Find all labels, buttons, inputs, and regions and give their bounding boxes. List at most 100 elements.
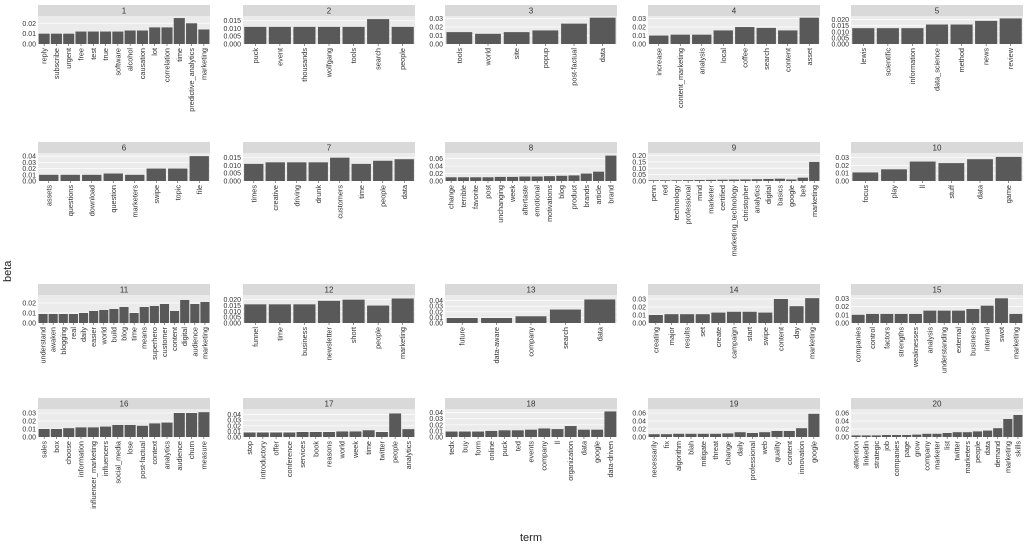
x-tick-label: churn bbox=[187, 441, 196, 459]
x-tick-label: creating bbox=[651, 327, 660, 353]
x-tick-label: certified bbox=[718, 185, 727, 211]
bar-data bbox=[589, 17, 616, 44]
x-tick-label: start bbox=[745, 327, 754, 341]
x-tick-label: time bbox=[175, 48, 184, 62]
x-tick-label: external bbox=[954, 327, 963, 353]
x-tick-label: content bbox=[783, 48, 792, 72]
bar-short bbox=[342, 299, 365, 323]
x-tick-label: create bbox=[714, 327, 723, 347]
x-tick-label: content bbox=[776, 327, 785, 351]
x-tick-label: creative bbox=[271, 185, 280, 211]
x-tick-label: scientific bbox=[883, 48, 892, 76]
x-tick-label: week bbox=[351, 441, 360, 459]
bar-asset bbox=[799, 17, 819, 44]
facet-strip bbox=[648, 398, 820, 409]
bar-technology bbox=[671, 180, 682, 181]
bar-data bbox=[394, 159, 414, 181]
y-tick-label: 0.015 bbox=[831, 23, 849, 30]
bar-review bbox=[999, 18, 1022, 44]
x-tick-label: swot bbox=[997, 327, 1006, 342]
bar-week bbox=[349, 431, 362, 437]
x-tick-label: assets bbox=[44, 185, 53, 206]
x-tick-label: customers bbox=[335, 185, 344, 219]
x-tick-label: drunk bbox=[314, 185, 323, 204]
y-tick-label: 0.00 bbox=[632, 42, 646, 49]
x-tick-label: companies bbox=[892, 441, 901, 477]
bar-driving bbox=[287, 162, 307, 181]
x-tick-label: google bbox=[787, 185, 796, 207]
y-tick-label: 0.00 bbox=[632, 179, 646, 186]
x-tick-label: company bbox=[540, 441, 549, 471]
bar-time bbox=[173, 18, 185, 44]
bar-event bbox=[268, 26, 291, 44]
bar-subscribe bbox=[50, 33, 62, 44]
x-tick-label: time bbox=[130, 327, 139, 341]
bar-world bbox=[475, 33, 501, 44]
bar-test bbox=[87, 31, 99, 44]
x-tick-label: day bbox=[792, 327, 801, 339]
y-tick-label: 0.02 bbox=[835, 427, 849, 434]
x-tick-label: ll bbox=[918, 185, 927, 189]
x-tick-label: red bbox=[661, 185, 670, 196]
x-tick-label: companies bbox=[854, 327, 863, 363]
facet-strip-label: 8 bbox=[529, 144, 534, 153]
y-tick-label: 0.00 bbox=[22, 42, 36, 49]
facet-panel-4: 4 0.03 0.020.01 0.00 increase content_marketi… bbox=[632, 5, 820, 108]
bar-customer bbox=[159, 304, 170, 323]
y-tick-label: 0.01 bbox=[835, 171, 849, 178]
x-tick-label: control bbox=[868, 327, 877, 349]
bar-file bbox=[189, 156, 209, 181]
facet-strip-label: 18 bbox=[527, 400, 536, 409]
x-tick-label: daily bbox=[79, 327, 88, 342]
y-axis-title: beta bbox=[2, 260, 14, 282]
x-tick-label: results bbox=[683, 327, 692, 349]
y-tick-label: 0.02 bbox=[632, 427, 646, 434]
bar-coffee bbox=[735, 27, 755, 44]
x-tick-label: christopher bbox=[741, 184, 750, 221]
bar-ted bbox=[511, 430, 524, 437]
y-tick-label: 0.01 bbox=[227, 429, 241, 436]
x-tick-label: major bbox=[667, 326, 676, 345]
x-tick-label: search bbox=[762, 48, 771, 70]
facet-strip-label: 13 bbox=[527, 286, 536, 295]
y-tick-label: 0.01 bbox=[22, 172, 36, 179]
x-tick-label: review bbox=[1006, 47, 1015, 69]
facet-strip bbox=[851, 142, 1023, 153]
x-tick-label: organization bbox=[566, 441, 575, 481]
x-tick-label: measure bbox=[199, 441, 208, 469]
x-tick-label: short bbox=[349, 327, 358, 343]
x-tick-label: tools bbox=[455, 48, 464, 64]
x-tick-label: data bbox=[595, 326, 604, 341]
x-tick-label: threat bbox=[711, 441, 720, 460]
x-tick-label: superhero bbox=[150, 327, 159, 360]
x-tick-label: focus bbox=[861, 185, 870, 203]
x-tick-label: data bbox=[976, 184, 985, 199]
bar-audience bbox=[190, 304, 200, 323]
y-tick-label: 0.005 bbox=[831, 35, 849, 42]
bar-times bbox=[244, 163, 264, 181]
x-tick-label: blog bbox=[557, 185, 566, 199]
y-tick-label: 0.010 bbox=[831, 29, 849, 36]
x-tick-label: grow bbox=[912, 440, 921, 457]
bar-reasons bbox=[323, 431, 335, 437]
x-tick-label: page bbox=[902, 441, 911, 457]
x-tick-label: marketer bbox=[933, 440, 942, 469]
x-tick-label: times bbox=[249, 185, 258, 203]
x-tick-label: emotional bbox=[533, 185, 542, 217]
x-tick-label: understanding bbox=[940, 327, 949, 373]
x-tick-label: information bbox=[908, 48, 917, 84]
x-tick-label: book bbox=[311, 441, 320, 457]
bar-creating bbox=[648, 315, 663, 323]
facet-strip-label: 20 bbox=[933, 400, 942, 409]
y-tick-label: 0.015 bbox=[223, 155, 241, 162]
bar-drunk bbox=[308, 162, 328, 181]
y-tick-label: 0.01 bbox=[429, 315, 443, 322]
x-tick-label: digital bbox=[764, 185, 773, 204]
x-tick-label: post-factual bbox=[570, 48, 579, 86]
x-tick-label: data bbox=[400, 184, 409, 199]
bar-marketing bbox=[198, 29, 210, 44]
bar-web bbox=[759, 432, 771, 437]
bar-tools bbox=[446, 32, 473, 44]
